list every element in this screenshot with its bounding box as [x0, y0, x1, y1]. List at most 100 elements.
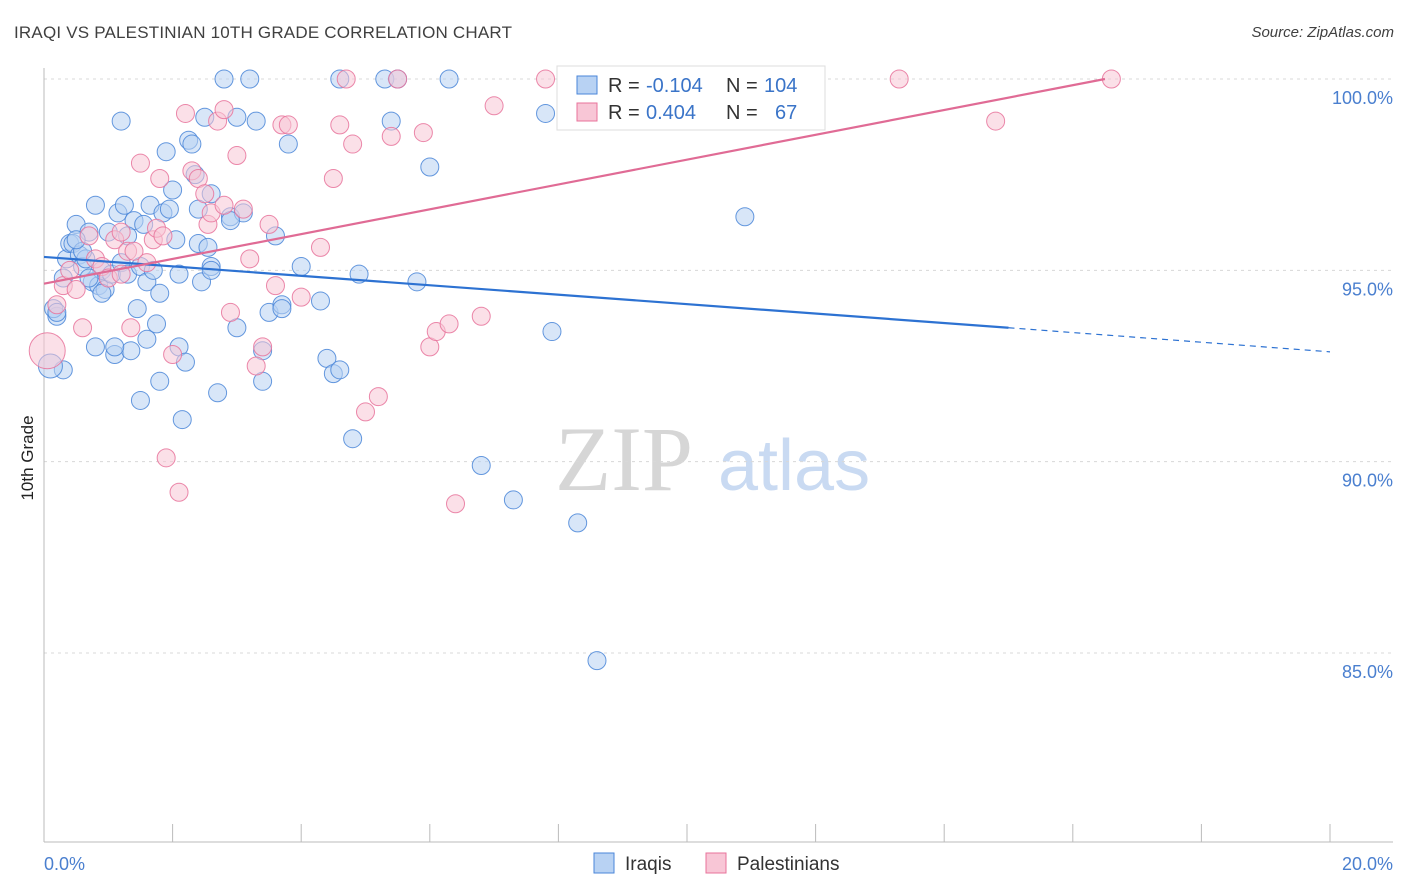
- iraqis-point: [163, 180, 183, 200]
- iraqis-point: [278, 134, 298, 154]
- palestinians-point: [195, 184, 215, 204]
- iraqis-point: [503, 490, 523, 510]
- legend-n-palestinians: 67: [775, 102, 797, 124]
- iraqis-point: [214, 69, 234, 89]
- iraqis-point: [85, 195, 105, 215]
- legend-swatch-iraqis: [576, 75, 598, 95]
- x-tick-label-0: 0.0%: [44, 854, 85, 874]
- bottom-legend-swatch-iraqis: [593, 852, 615, 874]
- trend-lines: [43, 77, 1331, 353]
- iraqis-point: [156, 142, 176, 162]
- iraqis-point: [105, 337, 125, 357]
- palestinians-point: [175, 103, 195, 123]
- palestinians-point: [73, 318, 93, 338]
- legend-box: [556, 65, 826, 131]
- legend-swatch-palestinians: [576, 102, 598, 122]
- iraqis-point: [182, 134, 202, 154]
- palestinians-point: [356, 402, 375, 422]
- bottom-legend-swatch-palestinians: [705, 852, 727, 874]
- iraqis-point: [114, 195, 134, 215]
- palestinians-point: [233, 199, 253, 219]
- iraqis-point: [310, 291, 330, 311]
- y-tick-label-3: 100.0%: [1332, 88, 1393, 108]
- palestinians-point: [446, 494, 466, 514]
- palestinians-point: [163, 345, 183, 365]
- legend-r-palestinians: 0.404: [646, 102, 696, 124]
- legend-n-label-iraqis: N =: [726, 75, 758, 97]
- palestinians-point: [246, 356, 266, 376]
- chart-title: IRAQI VS PALESTINIAN 10TH GRADE CORRELAT…: [14, 23, 513, 42]
- palestinians-point: [330, 115, 350, 135]
- iraqis-point: [587, 651, 607, 671]
- legend-n-iraqis: 104: [764, 75, 797, 97]
- y-tick-label-0: 85.0%: [1342, 662, 1393, 682]
- bottom-legend-label-palestinians: Palestinians: [737, 854, 839, 875]
- palestinians-point: [336, 69, 356, 89]
- palestinians-point: [214, 100, 234, 120]
- iraqis-point: [85, 337, 105, 357]
- watermark-zip: ZIP: [555, 408, 693, 510]
- iraqis-point: [291, 257, 311, 277]
- palestinians-point: [121, 318, 141, 338]
- iraqis-point: [121, 341, 141, 361]
- legend-n-label-palestinians: N =: [726, 102, 758, 124]
- palestinians-point: [310, 237, 330, 257]
- palestinians-point: [240, 249, 260, 269]
- iraqis-point: [246, 111, 266, 131]
- palestinians-point: [66, 279, 86, 299]
- iraqis-point: [159, 199, 179, 219]
- palestinians-point: [536, 69, 556, 89]
- gridlines: [44, 78, 1392, 654]
- legend-r-label-iraqis: R =: [608, 75, 640, 97]
- palestinians-point: [259, 214, 279, 234]
- iraqis-point: [150, 283, 170, 303]
- iraqis-point: [130, 390, 150, 410]
- legend-r-iraqis: -0.104: [646, 75, 703, 97]
- tick-labels: 85.0% 90.0% 95.0% 100.0% 0.0% 20.0%: [44, 88, 1393, 874]
- iraqis-point: [542, 322, 562, 342]
- palestinians-point: [169, 482, 189, 502]
- bottom-legend-label-iraqis: Iraqis: [625, 854, 671, 875]
- iraqis-point: [439, 69, 459, 89]
- palestinians-point: [214, 195, 234, 215]
- palestinians-point: [291, 287, 311, 307]
- palestinians-point: [439, 314, 459, 334]
- palestinians-point: [130, 153, 150, 173]
- palestinians-point: [124, 241, 144, 261]
- palestinians-point: [343, 134, 363, 154]
- palestinians-point: [156, 448, 176, 468]
- trend-line-palestinians: [43, 77, 1106, 285]
- source-label: Source: ZipAtlas.com: [1251, 24, 1394, 41]
- trend-line-iraqis: [43, 255, 1009, 329]
- y-tick-label-2: 95.0%: [1342, 279, 1393, 299]
- iraqis-point: [568, 513, 588, 533]
- palestinians-point: [253, 337, 273, 357]
- trend-line-iraqis-extension: [1008, 327, 1331, 353]
- palestinians-point: [227, 146, 247, 166]
- axes: [43, 68, 1393, 843]
- y-tick-label-1: 90.0%: [1342, 471, 1393, 491]
- palestinians-point: [889, 69, 909, 89]
- palestinians-point: [265, 276, 285, 296]
- palestinians-point: [368, 387, 388, 407]
- bottom-legend: Iraqis Palestinians: [593, 852, 839, 875]
- palestinians-point: [381, 126, 401, 146]
- watermark-atlas: atlas: [718, 426, 870, 506]
- iraqis-point: [240, 69, 260, 89]
- palestinians-point: [153, 226, 173, 246]
- palestinians-point: [323, 168, 343, 188]
- palestinians-point: [79, 226, 99, 246]
- x-tick-label-1: 20.0%: [1342, 854, 1393, 874]
- iraqis-point: [137, 329, 157, 349]
- palestinians-point: [150, 168, 170, 188]
- palestinians-point: [484, 96, 504, 116]
- iraqis-point: [111, 111, 131, 131]
- palestinians-point: [47, 295, 67, 315]
- iraqis-point: [420, 157, 440, 177]
- palestinians-point: [220, 302, 240, 322]
- iraqis-point: [208, 383, 228, 403]
- palestinians-point: [111, 222, 131, 242]
- legend: R = -0.104 N = 104 R = 0.404 N = 67: [556, 65, 826, 131]
- iraqis-point: [735, 207, 755, 227]
- iraqis-point: [330, 360, 350, 380]
